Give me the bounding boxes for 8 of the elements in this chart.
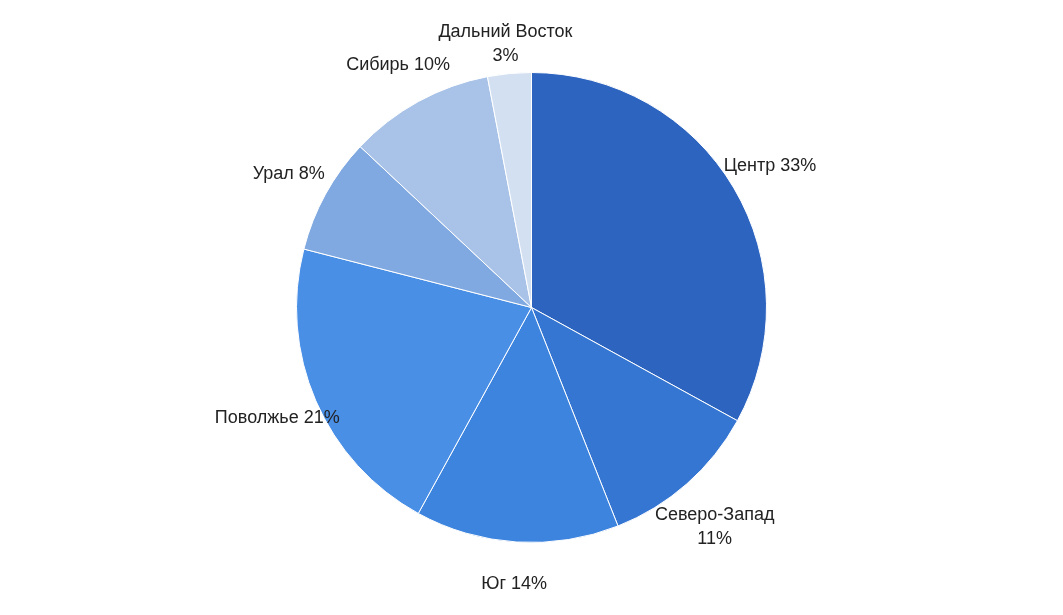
slice-label: Дальний Восток — [438, 20, 573, 41]
slice-label: Центр 33% — [723, 155, 817, 176]
data-label: 11% — [697, 528, 733, 549]
slice-label: Юг 14% — [481, 572, 547, 593]
data-label: 3% — [492, 44, 519, 65]
slice-label: Северо-Запад — [654, 504, 775, 525]
slice-label: Сибирь 10% — [346, 53, 450, 74]
slice-label: Урал 8% — [252, 163, 325, 184]
